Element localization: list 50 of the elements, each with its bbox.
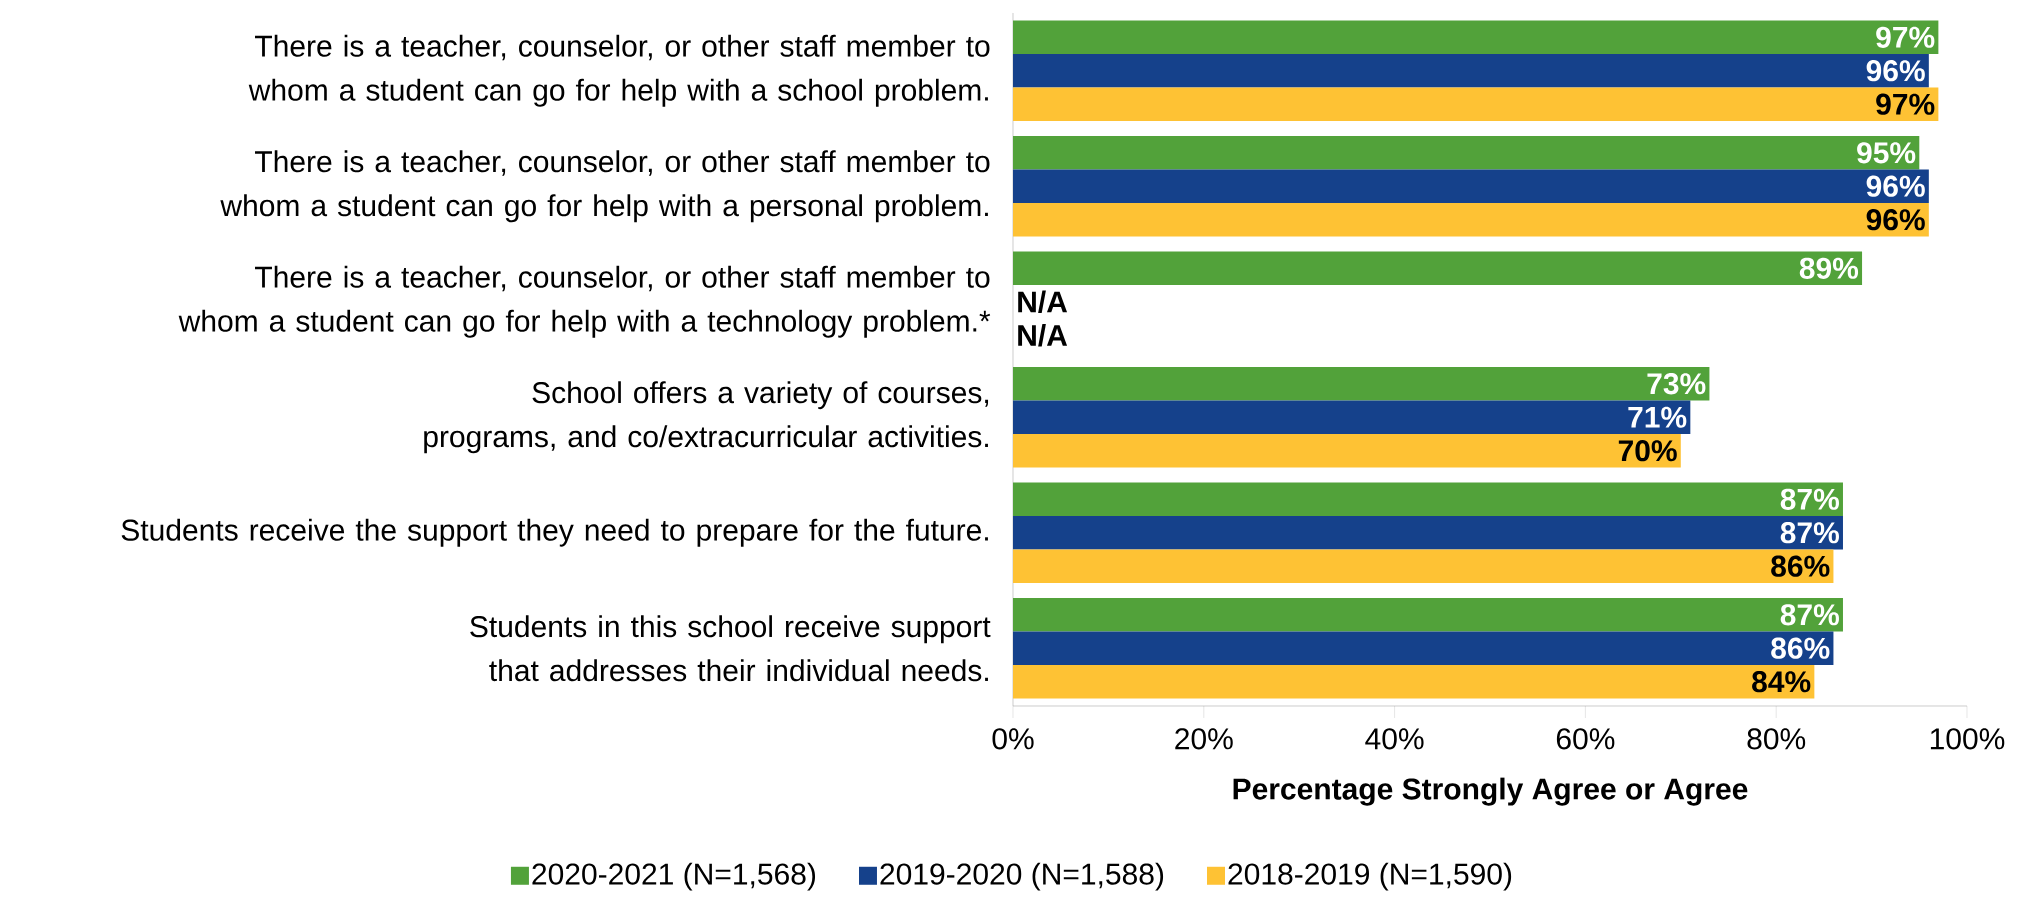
y-tick-label: There is a teacher, counselor, or other staff member to whom a student can go for help with a technology problem.*	[178, 265, 991, 338]
data-label: 97%	[1876, 93, 1935, 115]
legend-label: 2018-2019 (N=1,590)	[1228, 862, 1512, 891]
data-label: 89%	[1799, 257, 1859, 279]
bar	[1013, 433, 1681, 468]
y-tick-label: There is a teacher, counselor, or other staff member to whom a student can go for help with a personal problem.	[220, 150, 990, 223]
bar	[1013, 482, 1843, 516]
data-label: 70%	[1618, 440, 1677, 462]
bar	[1013, 664, 1815, 699]
text: N/A	[1018, 324, 1068, 347]
bar	[1013, 549, 1834, 583]
legend-label: 2020-2021 (N=1,568)	[532, 862, 816, 891]
data-label: 96%	[1866, 60, 1925, 82]
data-label: 87%	[1780, 488, 1839, 510]
bar	[1013, 20, 1939, 54]
data-label: 84%	[1752, 671, 1811, 693]
bar	[1013, 87, 1939, 121]
bar	[1013, 367, 1710, 401]
data-label: 96%	[1866, 209, 1925, 231]
bar	[1013, 598, 1843, 632]
data-label: 87%	[1780, 604, 1839, 626]
y-tick-label: Students in this school receive support that addresses their individual needs.	[470, 615, 991, 682]
data-label: 86%	[1771, 637, 1830, 659]
bar	[1013, 54, 1929, 88]
y-tick-label: There is a teacher, counselor, or other staff member to whom a student can go for help with a school problem.	[248, 34, 990, 107]
text: N/A	[1018, 290, 1068, 313]
bar	[1013, 169, 1929, 203]
x-tick-label: 100%	[1930, 728, 2005, 750]
x-tick-label: 0%	[992, 728, 1034, 750]
x-tick-label: 60%	[1556, 728, 1615, 750]
bar	[1013, 251, 1863, 285]
data-label: 95%	[1857, 142, 1916, 164]
x-axis-title: Percentage Strongly Agree or Agree	[1233, 777, 1748, 806]
y-tick-label: Students receive the support they need to prepare for the future.	[121, 518, 988, 547]
data-label: 97%	[1876, 26, 1935, 48]
bar	[1013, 516, 1843, 550]
y-tick-label: School offers a variety of courses, programs, and co/extracurricular activities.	[424, 381, 989, 454]
data-label: 73%	[1647, 373, 1706, 395]
data-label: 71%	[1628, 406, 1687, 428]
data-label: 87%	[1780, 522, 1839, 544]
legend-label: 2019-2020 (N=1,588)	[880, 862, 1164, 891]
bar	[1013, 202, 1929, 237]
x-tick-label: 40%	[1365, 728, 1424, 750]
data-label: 86%	[1771, 555, 1830, 577]
bar	[1013, 136, 1920, 170]
x-tick-label: 20%	[1175, 728, 1233, 750]
data-label: 96%	[1866, 175, 1925, 197]
bar	[1013, 631, 1834, 665]
bar	[1013, 400, 1691, 434]
x-tick-label: 80%	[1747, 728, 1806, 750]
